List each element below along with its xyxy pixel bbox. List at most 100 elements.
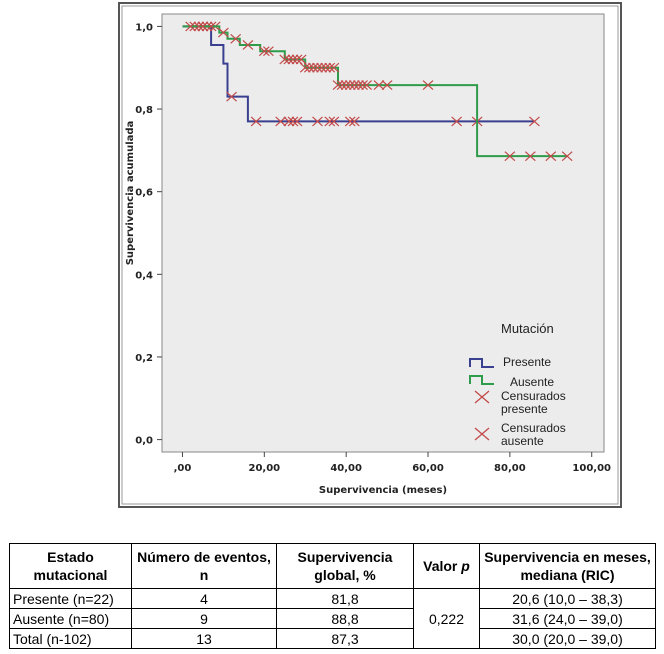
censored-marker-ausente xyxy=(332,80,344,91)
censored-marker-ausente xyxy=(524,151,536,162)
legend-censurados-ausente-label: Censurados ausente xyxy=(501,421,569,448)
censored-marker-ausente xyxy=(373,80,385,91)
legend-censurados-presente-line1: Censurados xyxy=(501,389,566,403)
legend-censurados-ausente-line1: Censurados xyxy=(501,421,566,435)
legend: Mutación Presente Ausente Censurados pre… xyxy=(469,321,569,448)
y-axis-title: Supervivencia acumulada xyxy=(125,121,136,266)
x-axis-title: Supervivencia (meses) xyxy=(319,485,447,496)
censored-marker-ausente xyxy=(308,62,319,73)
censored-marker-ausente xyxy=(504,151,516,162)
y-tick-label: 0,0 xyxy=(135,436,153,447)
censored-marker-ausente xyxy=(422,80,434,91)
censored-marker-ausente xyxy=(312,62,323,73)
censored-marker-presente xyxy=(287,116,299,127)
censored-marker-ausente xyxy=(185,21,197,32)
table-row: Ausente (n=80) 9 88,8 31,6 (24,0 – 39,0) xyxy=(9,608,656,629)
censored-marker-ausente xyxy=(316,62,328,73)
censored-marker-ausente xyxy=(361,80,373,91)
series-layer xyxy=(182,21,573,162)
cell-grupo: Total (n-102) xyxy=(9,628,132,649)
censored-marker-ausente xyxy=(193,21,205,32)
censored-marker-ausente xyxy=(283,54,295,65)
cell-global: 88,8 xyxy=(276,608,414,629)
censored-marker-presente xyxy=(291,116,303,127)
censored-marker-ausente xyxy=(344,80,356,91)
censored-marker-presente xyxy=(275,116,287,127)
censored-marker-ausente xyxy=(242,40,254,50)
censored-marker-presente xyxy=(324,116,336,127)
cell-eventos: 9 xyxy=(131,608,277,629)
plot-area xyxy=(161,13,605,453)
censored-marker-ausente xyxy=(263,46,274,57)
censored-marker-ausente xyxy=(348,80,360,91)
series-line-presente xyxy=(182,25,535,123)
header-p-label: p xyxy=(461,558,470,574)
cell-grupo: Presente (n=22) xyxy=(9,588,132,609)
censored-marker-ausente xyxy=(217,27,229,38)
header-supervivencia: Supervivencia global, % xyxy=(276,543,414,589)
x-tick-label: 80,00 xyxy=(494,463,526,474)
km-chart: 0,0 0,2 0,4 0,6 0,8 1,0 ,00 20,00 40,00 60,00 80,… xyxy=(116,0,628,512)
legend-presente-swatch xyxy=(469,358,494,368)
x-tick-label: 100,00 xyxy=(572,463,611,474)
header-valor-label: Valor xyxy=(423,558,462,574)
cell-global: 87,3 xyxy=(276,628,414,649)
censored-marker-ausente xyxy=(328,62,340,73)
cell-p-value: 0,222 xyxy=(413,588,480,649)
cell-mediana: 31,6 (24,0 – 39,0) xyxy=(479,608,656,629)
legend-censurados-presente-line2: presente xyxy=(501,402,548,416)
x-axis-ticks: ,00 20,00 40,00 60,00 80,00 100,00 xyxy=(174,452,611,474)
legend-title: Mutación xyxy=(501,321,554,336)
table-header-row: Estado mutacional Número de eventos, n S… xyxy=(9,543,656,589)
km-chart-svg: 0,0 0,2 0,4 0,6 0,8 1,0 ,00 20,00 40,00 60,00 80,… xyxy=(118,2,622,508)
cell-eventos: 4 xyxy=(131,588,277,609)
censored-marker-ausente xyxy=(357,80,368,91)
cell-mediana: 30,0 (20,0 – 39,0) xyxy=(479,628,656,649)
y-tick-label: 0,2 xyxy=(135,353,153,364)
censored-marker-presente xyxy=(344,116,356,127)
censored-marker-presente xyxy=(328,116,340,127)
censored-marker-ausente xyxy=(340,80,352,91)
table-row: Presente (n=22) 4 81,8 0,222 20,6 (10,0 … xyxy=(9,588,656,649)
table-row: Total (n-102) 13 87,3 30,0 (20,0 – 39,0) xyxy=(9,628,656,649)
censored-marker-ausente xyxy=(545,151,557,162)
censored-marker-ausente xyxy=(336,80,348,91)
header-valor-p: Valor p xyxy=(413,543,480,589)
legend-presente-label: Presente xyxy=(503,355,551,369)
censored-marker-ausente xyxy=(303,62,315,73)
censored-marker-presente xyxy=(348,116,360,127)
header-estado: Estado mutacional xyxy=(9,543,132,589)
legend-censurados-presente-label: Censurados presente xyxy=(501,389,569,416)
censored-marker-presente xyxy=(250,116,262,127)
censored-marker-ausente xyxy=(258,46,270,57)
censored-marker-ausente xyxy=(299,62,311,73)
y-tick-label: 0,4 xyxy=(135,270,153,281)
series-line-ausente xyxy=(182,25,568,158)
censored-marker-ausente xyxy=(561,151,573,162)
censored-marker-ausente xyxy=(291,54,303,65)
censored-marker-presente xyxy=(226,91,237,102)
header-mediana: Supervivencia en meses, mediana (RIC) xyxy=(479,543,656,589)
cell-mediana: 20,6 (10,0 – 38,3) xyxy=(479,588,656,609)
y-tick-label: 0,8 xyxy=(135,105,153,116)
y-tick-label: 1,0 xyxy=(135,22,153,33)
censored-marker-ausente xyxy=(381,80,393,91)
cell-grupo: Ausente (n=80) xyxy=(9,608,132,629)
censored-marker-ausente xyxy=(324,62,336,73)
censored-marker-ausente xyxy=(279,54,291,65)
y-axis-ticks: 0,0 0,2 0,4 0,6 0,8 1,0 xyxy=(135,22,162,447)
x-tick-label: 60,00 xyxy=(412,463,444,474)
censored-marker-ausente xyxy=(205,21,217,32)
x-tick-label: 20,00 xyxy=(248,463,280,474)
cell-eventos: 13 xyxy=(131,628,277,649)
header-eventos: Número de eventos, n xyxy=(131,543,277,589)
x-tick-label: 40,00 xyxy=(330,463,362,474)
censored-marker-presente xyxy=(312,116,323,127)
legend-censurados-ausente-marker xyxy=(474,427,490,441)
x-tick-label: ,00 xyxy=(174,463,192,474)
censored-marker-ausente xyxy=(287,54,299,65)
legend-ausente-swatch xyxy=(469,375,494,385)
legend-ausente-label: Ausente xyxy=(510,375,554,389)
cell-global: 81,8 xyxy=(276,588,414,609)
censored-marker-presente xyxy=(451,116,463,127)
